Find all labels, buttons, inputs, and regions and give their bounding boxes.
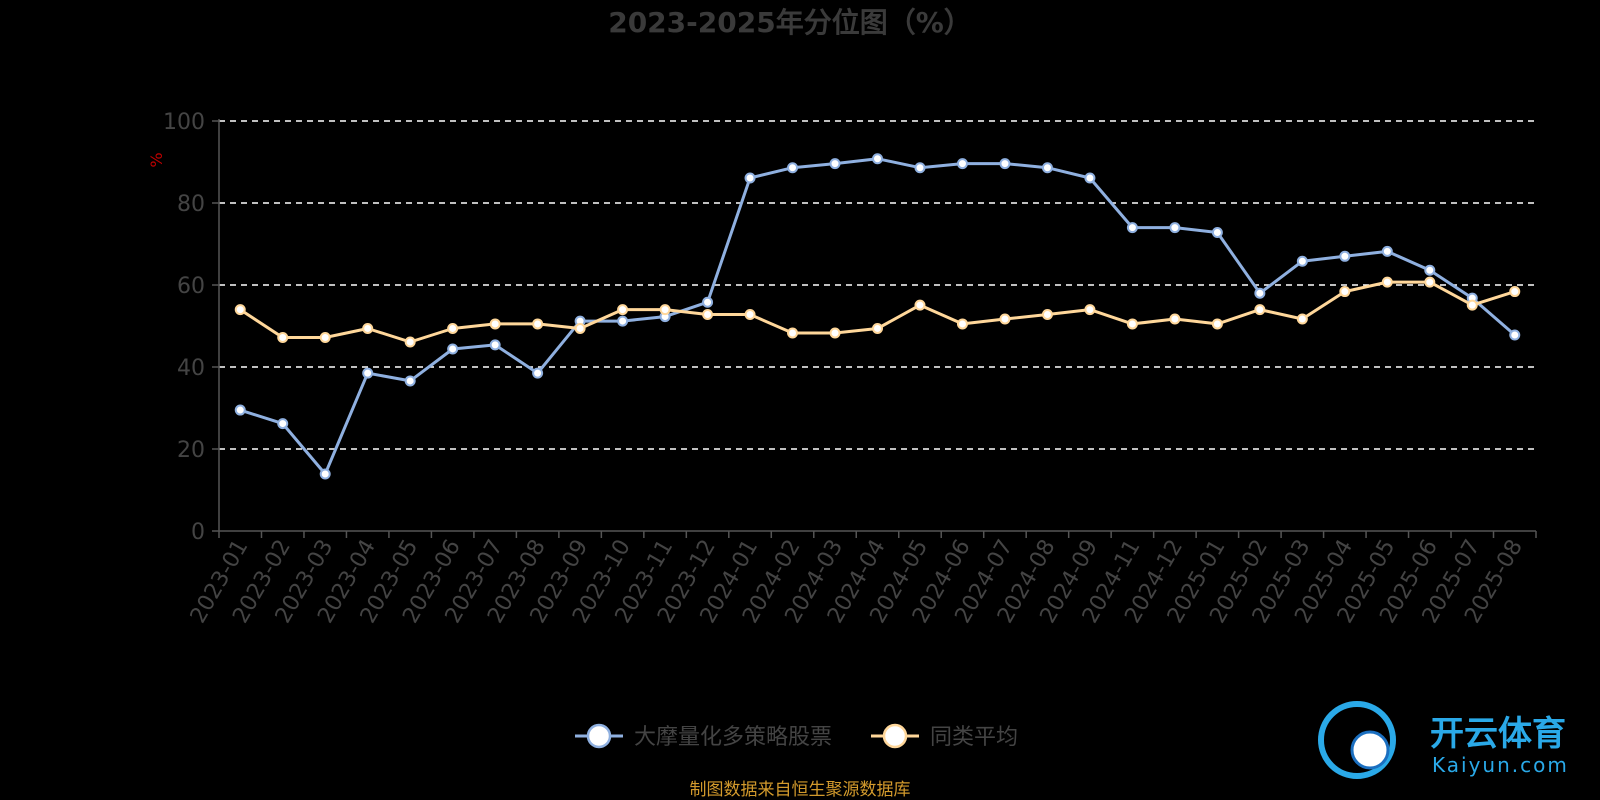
watermark-brand-cn: 开云体育 [1430,714,1566,754]
data-point-series-1 [914,299,926,311]
data-point-series-0 [362,367,374,379]
y-tick-label: 0 [191,520,205,545]
data-point-series-1 [872,322,883,334]
data-point-series-1 [659,304,671,316]
series-lines [234,153,1521,480]
legend-marker-series-0 [586,723,612,749]
data-point-series-0 [787,162,799,174]
data-point-series-1 [1424,276,1436,288]
data-point-series-1 [829,327,841,339]
data-point-series-0 [872,153,883,165]
data-point-series-1 [1466,299,1478,311]
legend[interactable]: 大摩量化多策略股票 同类平均 [575,723,1018,750]
y-tick-label: 80 [177,192,205,217]
data-point-series-1 [574,322,586,334]
data-point-series-1 [744,309,756,321]
legend-label-series-0: 大摩量化多策略股票 [634,725,832,750]
chart-title: 2023-2025年分位图（%） [608,6,972,39]
data-point-series-1 [1169,313,1181,325]
data-point-series-1 [1509,286,1521,298]
data-point-series-1 [1211,318,1223,330]
data-point-series-0 [1211,227,1223,239]
data-point-series-0 [1424,264,1436,276]
data-point-series-1 [319,331,331,343]
data-point-series-1 [234,304,246,316]
data-point-series-0 [489,339,501,351]
data-point-series-0 [999,158,1011,170]
logo-ring-icon [1318,701,1396,779]
data-point-series-1 [702,309,714,321]
data-point-series-1 [787,327,799,339]
data-point-series-0 [914,162,926,174]
data-point-series-1 [447,322,459,334]
data-point-series-0 [1041,162,1053,174]
legend-marker-series-1 [882,723,908,749]
y-tick-label: 100 [163,110,205,135]
data-point-series-0 [1084,172,1096,184]
legend-label-series-1: 同类平均 [930,725,1018,750]
gridlines [219,120,1536,450]
data-point-series-0 [234,404,246,416]
data-point-series-0 [404,375,416,387]
data-point-series-0 [319,468,331,480]
data-point-series-0 [702,296,714,308]
y-tick-label: 20 [177,438,205,463]
data-point-series-1 [1381,276,1393,288]
data-point-series-1 [489,318,501,330]
data-point-series-0 [277,418,289,430]
data-point-series-0 [532,367,544,379]
data-point-series-0 [1169,222,1181,234]
data-point-series-1 [404,336,416,348]
data-point-series-0 [447,343,459,355]
data-point-series-0 [1339,250,1351,262]
data-point-series-0 [617,315,629,327]
y-axis-label: % [147,152,166,167]
data-point-series-1 [1084,304,1096,316]
data-point-series-1 [532,318,544,330]
y-tick-label: 60 [177,274,205,299]
data-point-series-0 [1381,245,1393,257]
data-point-series-1 [1296,313,1308,325]
series-line-0 [239,157,1516,476]
data-source-note: 制图数据来自恒生聚源数据库 [690,780,911,800]
data-point-series-1 [1126,318,1138,330]
soccer-ball-icon [1350,730,1390,770]
data-point-series-1 [999,313,1011,325]
legend-item-series-0[interactable]: 大摩量化多策略股票 [575,723,832,750]
data-point-series-1 [1254,304,1266,316]
data-point-series-1 [277,331,289,343]
data-point-series-0 [829,158,841,170]
data-point-series-1 [956,318,968,330]
data-point-series-0 [1296,255,1308,267]
data-point-series-0 [744,172,756,184]
data-point-series-0 [956,158,968,170]
data-point-series-0 [1254,287,1266,299]
data-point-series-0 [1126,222,1138,234]
watermark-brand-en: Kaiyun.com [1432,753,1569,777]
data-point-series-1 [1339,286,1351,298]
data-point-series-1 [1041,309,1053,321]
y-tick-label: 40 [177,356,205,381]
watermark-logo: 开云体育 Kaiyun.com [1318,701,1569,779]
data-point-series-0 [1509,329,1521,341]
data-point-series-1 [617,304,629,316]
data-point-series-1 [362,322,374,334]
legend-item-series-1[interactable]: 同类平均 [871,723,1018,750]
